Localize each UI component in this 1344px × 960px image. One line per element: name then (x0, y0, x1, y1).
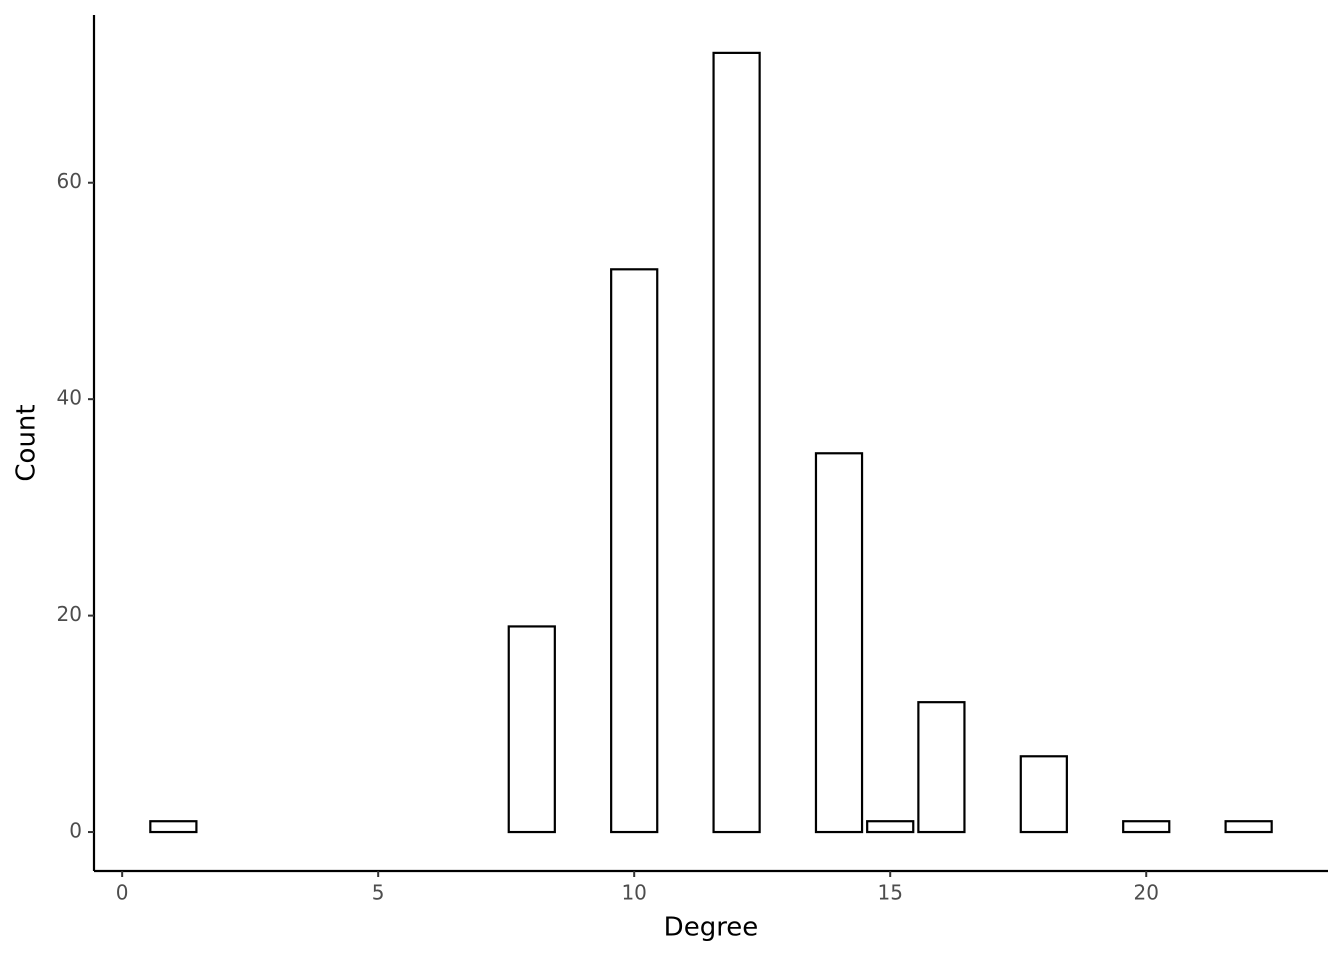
bar (149, 820, 198, 834)
y-tick-label: 20 (57, 602, 82, 626)
bar (610, 268, 659, 834)
bar (712, 51, 761, 834)
bar (1019, 755, 1068, 834)
bar (1224, 820, 1273, 834)
x-tick-label: 20 (1134, 881, 1159, 905)
bar (1122, 820, 1171, 834)
y-tick-label: 40 (57, 386, 82, 410)
y-tick-label: 0 (69, 819, 82, 843)
bar (814, 452, 864, 834)
bar (507, 625, 556, 834)
x-tick-label: 5 (372, 881, 385, 905)
x-tick-label: 0 (116, 881, 129, 905)
y-axis-title: Count (12, 404, 42, 481)
x-tick-label: 15 (877, 881, 902, 905)
bar (866, 820, 915, 834)
y-tick-label: 60 (57, 169, 82, 193)
x-tick-label: 10 (621, 881, 646, 905)
bar (917, 701, 966, 834)
x-axis-title: Degree (664, 913, 759, 943)
